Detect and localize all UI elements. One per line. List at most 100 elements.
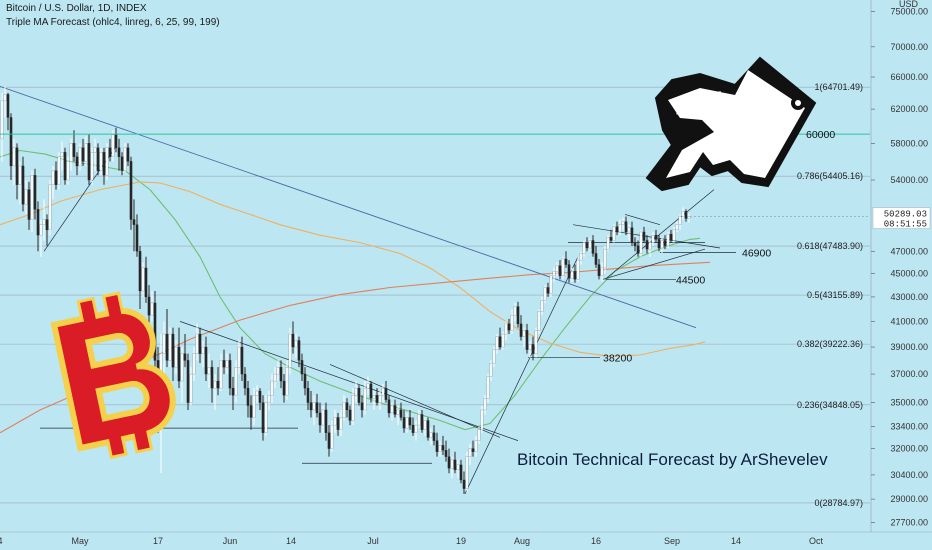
candle-42	[126, 143, 130, 166]
price-tick-9: 41000.00	[890, 316, 928, 326]
candle-94	[282, 374, 286, 403]
candle-65	[195, 323, 199, 361]
candle-137	[411, 417, 415, 436]
level-label-1: 46900	[742, 247, 771, 259]
candle-1	[3, 86, 7, 118]
candle-112	[336, 412, 340, 436]
candle-83	[249, 395, 253, 430]
price-tick-5: 54000.00	[890, 175, 928, 185]
candle-4	[12, 138, 16, 185]
candle-181	[543, 285, 547, 303]
candle-218	[654, 229, 658, 243]
candle-106	[318, 402, 322, 433]
candle-176	[528, 340, 532, 358]
candle-140	[420, 409, 424, 433]
candle-164	[492, 347, 496, 368]
time-tick-9: Sep	[664, 536, 680, 546]
candle-47	[141, 262, 145, 297]
candle-10	[30, 170, 34, 232]
candle-59	[177, 327, 181, 389]
time-axis[interactable]: 4 May 17 Jun 14 Jul 19 Aug 16 Sep 14 Oct	[0, 531, 932, 546]
candle-49	[147, 285, 151, 328]
candle-175	[525, 323, 529, 354]
candle-187	[561, 256, 565, 280]
candle-61	[183, 334, 187, 368]
candle-185	[555, 262, 559, 276]
candle-210	[630, 221, 634, 246]
candle-221	[663, 235, 667, 250]
candle-96	[288, 327, 292, 375]
candle-116	[348, 405, 352, 426]
candle-55	[165, 309, 169, 368]
candle-228	[684, 209, 688, 222]
candle-28	[84, 136, 88, 166]
candle-156	[468, 443, 472, 465]
candle-75	[225, 353, 229, 375]
price-tick-3: 62000.00	[890, 104, 928, 114]
price-axis[interactable]: 75000.00 70000.00 66000.00 62000.00 58000.00…	[870, 0, 928, 532]
bitcoin-logo-icon	[50, 291, 176, 460]
candle-141	[423, 417, 427, 436]
candle-136	[408, 409, 412, 430]
candle-134	[402, 409, 406, 433]
candle-48	[144, 256, 148, 303]
trendline-2	[329, 364, 501, 438]
price-tick-15: 30400.00	[890, 470, 928, 480]
candle-76	[228, 353, 232, 396]
time-tick-4: 14	[286, 536, 296, 546]
candle-67	[201, 340, 205, 368]
candle-79	[237, 340, 241, 375]
candle-205	[615, 221, 619, 236]
candle-29	[87, 134, 91, 185]
candle-193	[579, 251, 583, 265]
candles	[0, 86, 691, 494]
trendline-7	[602, 248, 706, 280]
candle-68	[204, 336, 208, 382]
moving-average-2	[0, 261, 711, 434]
candle-43	[129, 156, 133, 230]
candle-39	[117, 138, 121, 171]
fib-label-2: 0.618(47483.90)	[797, 241, 863, 251]
candle-178	[534, 327, 538, 358]
candle-186	[558, 260, 562, 280]
level-label-0: 60000	[806, 129, 835, 141]
candle-147	[441, 435, 445, 456]
candle-142	[426, 417, 430, 441]
candle-57	[171, 327, 175, 382]
candle-62	[186, 353, 190, 410]
candle-12	[36, 201, 40, 252]
candle-179	[537, 309, 541, 335]
price-tick-10: 39000.00	[890, 342, 928, 352]
candle-192	[576, 256, 580, 282]
candle-70	[210, 360, 214, 403]
price-tick-4: 58000.00	[890, 138, 928, 148]
candle-208	[624, 216, 628, 236]
candle-85	[255, 385, 259, 403]
candle-88	[264, 395, 268, 436]
time-tick-2: 17	[153, 536, 163, 546]
candle-146	[438, 440, 442, 457]
indicator-label[interactable]: Triple MA Forecast (ohlc4, linreg, 6, 25…	[6, 17, 220, 28]
candle-139	[417, 409, 421, 429]
price-tick-16: 29000.00	[890, 494, 928, 504]
price-tag-box	[872, 207, 931, 229]
candle-17	[51, 165, 55, 200]
candle-63	[189, 367, 193, 406]
candle-31	[93, 138, 97, 171]
candle-20	[60, 141, 64, 171]
candle-37	[111, 130, 115, 162]
candle-60	[180, 347, 184, 403]
candle-197	[591, 235, 595, 257]
candle-190	[570, 267, 574, 282]
candle-13	[39, 219, 43, 257]
candle-182	[546, 282, 550, 297]
currency-label: USD	[898, 0, 918, 9]
candle-3	[9, 113, 13, 181]
candle-118	[354, 381, 358, 403]
candle-21	[63, 147, 67, 185]
candle-41	[123, 143, 127, 173]
candle-153	[459, 459, 463, 484]
price-tick-1: 70000.00	[890, 42, 928, 52]
candle-72	[216, 367, 220, 396]
